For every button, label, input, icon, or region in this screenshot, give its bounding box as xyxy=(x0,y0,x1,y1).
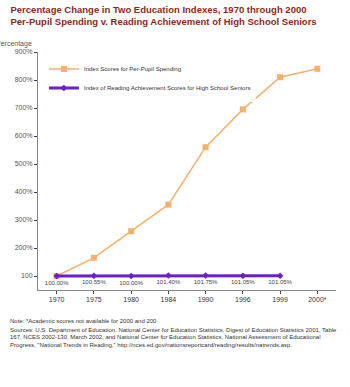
svg-text:200%: 200% xyxy=(15,244,33,251)
svg-text:101.75%: 101.75% xyxy=(194,279,218,285)
html-text:Note: *Academic scores not ava: Note: *Academic scores not available for… xyxy=(10,318,157,324)
svg-text:1984: 1984 xyxy=(161,296,177,303)
svg-text:1980: 1980 xyxy=(123,296,139,303)
svg-text:400%: 400% xyxy=(15,188,33,195)
svg-text:100: 100 xyxy=(21,272,33,279)
svg-text:1970: 1970 xyxy=(49,296,65,303)
svg-text:300%: 300% xyxy=(15,216,33,223)
svg-text:101.40%: 101.40% xyxy=(157,279,181,285)
svg-text:100.55%: 100.55% xyxy=(82,279,106,285)
svg-text:Percentage Change in Two Educa: Percentage Change in Two Education Index… xyxy=(11,4,317,27)
svg-text:1975: 1975 xyxy=(86,296,102,303)
svg-text:1999: 1999 xyxy=(272,296,288,303)
svg-text:101.05%: 101.05% xyxy=(231,279,255,285)
svg-text:100.00%: 100.00% xyxy=(119,280,143,286)
svg-text:700%: 700% xyxy=(15,104,33,111)
svg-text:Index Scores for Per-Pupil Spe: Index Scores for Per-Pupil Spending xyxy=(84,66,181,72)
svg-text:900%: 900% xyxy=(15,48,33,55)
svg-text:1990: 1990 xyxy=(198,296,214,303)
svg-text:101.05%: 101.05% xyxy=(268,279,292,285)
svg-text:100.00%: 100.00% xyxy=(45,280,69,286)
svg-text:Index of Reading Achievement S: Index of Reading Achievement Scores for … xyxy=(84,85,250,91)
svg-text:Percentage: Percentage xyxy=(0,40,32,48)
svg-text:600%: 600% xyxy=(15,132,33,139)
svg-text:800%: 800% xyxy=(15,76,33,83)
svg-text:2000*: 2000* xyxy=(308,296,327,303)
html-text:Sources: U.S. Department of Ed: Sources: U.S. Department of Education, N… xyxy=(10,326,337,348)
svg-text:500%: 500% xyxy=(15,160,33,167)
svg-text:1996: 1996 xyxy=(235,296,251,303)
